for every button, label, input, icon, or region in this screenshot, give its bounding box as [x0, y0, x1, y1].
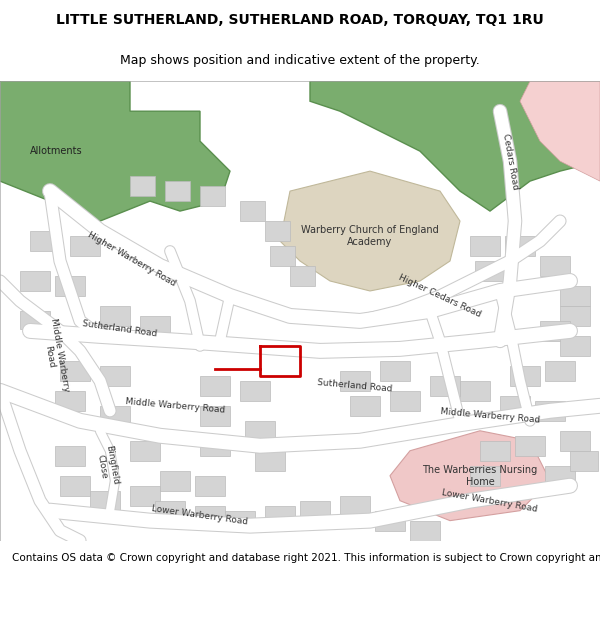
- Polygon shape: [20, 271, 50, 291]
- Polygon shape: [430, 376, 460, 396]
- Polygon shape: [195, 476, 225, 496]
- Polygon shape: [60, 476, 90, 496]
- Polygon shape: [340, 496, 370, 516]
- Polygon shape: [200, 376, 230, 396]
- Polygon shape: [195, 506, 225, 526]
- Text: Higher Cedars Road: Higher Cedars Road: [397, 273, 483, 319]
- Text: Allotments: Allotments: [30, 146, 83, 156]
- Polygon shape: [310, 81, 600, 211]
- Polygon shape: [100, 406, 130, 426]
- Polygon shape: [560, 336, 590, 356]
- Text: Sutherland Road: Sutherland Road: [317, 378, 393, 394]
- Polygon shape: [545, 466, 575, 486]
- Polygon shape: [200, 436, 230, 456]
- Polygon shape: [55, 446, 85, 466]
- Polygon shape: [540, 321, 570, 341]
- Polygon shape: [55, 276, 85, 296]
- Polygon shape: [505, 236, 535, 256]
- Polygon shape: [20, 311, 50, 329]
- Polygon shape: [510, 366, 540, 386]
- Polygon shape: [160, 471, 190, 491]
- Text: Lower Warberry Road: Lower Warberry Road: [151, 504, 249, 527]
- Polygon shape: [165, 181, 190, 201]
- Text: Higher Warberry Road: Higher Warberry Road: [86, 230, 178, 288]
- Polygon shape: [130, 486, 160, 506]
- Polygon shape: [390, 431, 550, 521]
- Text: Warberry Church of England
Academy: Warberry Church of England Academy: [301, 225, 439, 247]
- Polygon shape: [410, 521, 440, 541]
- Polygon shape: [470, 236, 500, 256]
- Polygon shape: [500, 396, 530, 416]
- Polygon shape: [380, 361, 410, 381]
- Polygon shape: [290, 266, 315, 286]
- Text: Lower Warberry Road: Lower Warberry Road: [442, 488, 539, 514]
- Polygon shape: [390, 391, 420, 411]
- Polygon shape: [280, 171, 460, 291]
- Polygon shape: [130, 441, 160, 461]
- Polygon shape: [265, 506, 295, 526]
- Polygon shape: [265, 221, 290, 241]
- Text: Middle Warberry Road: Middle Warberry Road: [440, 407, 540, 424]
- Polygon shape: [100, 306, 130, 326]
- Polygon shape: [0, 81, 230, 221]
- Polygon shape: [460, 381, 490, 401]
- Text: Cedars Road: Cedars Road: [500, 132, 520, 190]
- Polygon shape: [545, 361, 575, 381]
- Text: Map shows position and indicative extent of the property.: Map shows position and indicative extent…: [120, 54, 480, 68]
- Polygon shape: [560, 306, 590, 326]
- Polygon shape: [200, 406, 230, 426]
- Text: The Warberries Nursing
Home: The Warberries Nursing Home: [422, 465, 538, 486]
- Polygon shape: [560, 286, 590, 306]
- Polygon shape: [470, 466, 500, 486]
- Polygon shape: [130, 176, 155, 196]
- Polygon shape: [140, 316, 170, 336]
- Polygon shape: [245, 421, 275, 441]
- Polygon shape: [90, 491, 120, 511]
- Text: Bingfield
Close: Bingfield Close: [94, 444, 120, 487]
- Polygon shape: [535, 401, 565, 421]
- Polygon shape: [300, 501, 330, 521]
- Polygon shape: [480, 441, 510, 461]
- Polygon shape: [240, 201, 265, 221]
- Polygon shape: [225, 511, 255, 531]
- Polygon shape: [520, 81, 600, 181]
- Polygon shape: [200, 186, 225, 206]
- Polygon shape: [540, 256, 570, 276]
- Polygon shape: [560, 431, 590, 451]
- Text: LITTLE SUTHERLAND, SUTHERLAND ROAD, TORQUAY, TQ1 1RU: LITTLE SUTHERLAND, SUTHERLAND ROAD, TORQ…: [56, 13, 544, 28]
- Text: Middle Warberry
Road: Middle Warberry Road: [39, 318, 71, 394]
- Polygon shape: [350, 396, 380, 416]
- Polygon shape: [70, 236, 100, 256]
- Polygon shape: [60, 361, 90, 381]
- Polygon shape: [30, 231, 60, 251]
- Text: Sutherland Road: Sutherland Road: [82, 319, 158, 339]
- Polygon shape: [570, 451, 598, 471]
- Text: Middle Warberry Road: Middle Warberry Road: [125, 397, 225, 414]
- Polygon shape: [340, 371, 370, 391]
- Polygon shape: [155, 501, 185, 521]
- Polygon shape: [375, 511, 405, 531]
- Polygon shape: [475, 261, 505, 281]
- Text: Contains OS data © Crown copyright and database right 2021. This information is : Contains OS data © Crown copyright and d…: [12, 553, 600, 563]
- Polygon shape: [270, 246, 295, 266]
- Polygon shape: [55, 391, 85, 411]
- Polygon shape: [255, 451, 285, 471]
- Polygon shape: [515, 436, 545, 456]
- Polygon shape: [240, 381, 270, 401]
- Polygon shape: [100, 366, 130, 386]
